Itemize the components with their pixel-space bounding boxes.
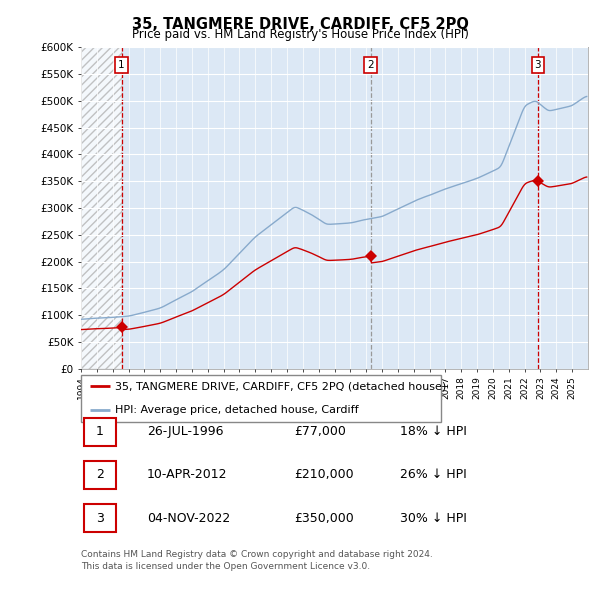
- Text: 30% ↓ HPI: 30% ↓ HPI: [400, 512, 467, 525]
- Text: 35, TANGMERE DRIVE, CARDIFF, CF5 2PQ: 35, TANGMERE DRIVE, CARDIFF, CF5 2PQ: [131, 17, 469, 31]
- Text: 35, TANGMERE DRIVE, CARDIFF, CF5 2PQ (detached house): 35, TANGMERE DRIVE, CARDIFF, CF5 2PQ (de…: [115, 382, 446, 391]
- FancyBboxPatch shape: [83, 461, 116, 489]
- Text: 1: 1: [118, 60, 125, 70]
- Text: 18% ↓ HPI: 18% ↓ HPI: [400, 425, 467, 438]
- Text: 3: 3: [96, 512, 104, 525]
- Text: 26-JUL-1996: 26-JUL-1996: [147, 425, 223, 438]
- Text: Contains HM Land Registry data © Crown copyright and database right 2024.: Contains HM Land Registry data © Crown c…: [81, 550, 433, 559]
- FancyBboxPatch shape: [81, 375, 441, 422]
- FancyBboxPatch shape: [83, 504, 116, 532]
- Text: This data is licensed under the Open Government Licence v3.0.: This data is licensed under the Open Gov…: [81, 562, 370, 571]
- Bar: [81, 47, 122, 369]
- Text: £210,000: £210,000: [294, 468, 353, 481]
- Text: 2: 2: [96, 468, 104, 481]
- Text: 04-NOV-2022: 04-NOV-2022: [147, 512, 230, 525]
- Text: £350,000: £350,000: [294, 512, 353, 525]
- Text: 3: 3: [535, 60, 541, 70]
- Text: HPI: Average price, detached house, Cardiff: HPI: Average price, detached house, Card…: [115, 405, 359, 415]
- Text: 2: 2: [367, 60, 374, 70]
- Text: £77,000: £77,000: [294, 425, 346, 438]
- FancyBboxPatch shape: [83, 418, 116, 446]
- Text: Price paid vs. HM Land Registry's House Price Index (HPI): Price paid vs. HM Land Registry's House …: [131, 28, 469, 41]
- Text: 10-APR-2012: 10-APR-2012: [147, 468, 227, 481]
- Text: 1: 1: [96, 425, 104, 438]
- Text: 26% ↓ HPI: 26% ↓ HPI: [400, 468, 467, 481]
